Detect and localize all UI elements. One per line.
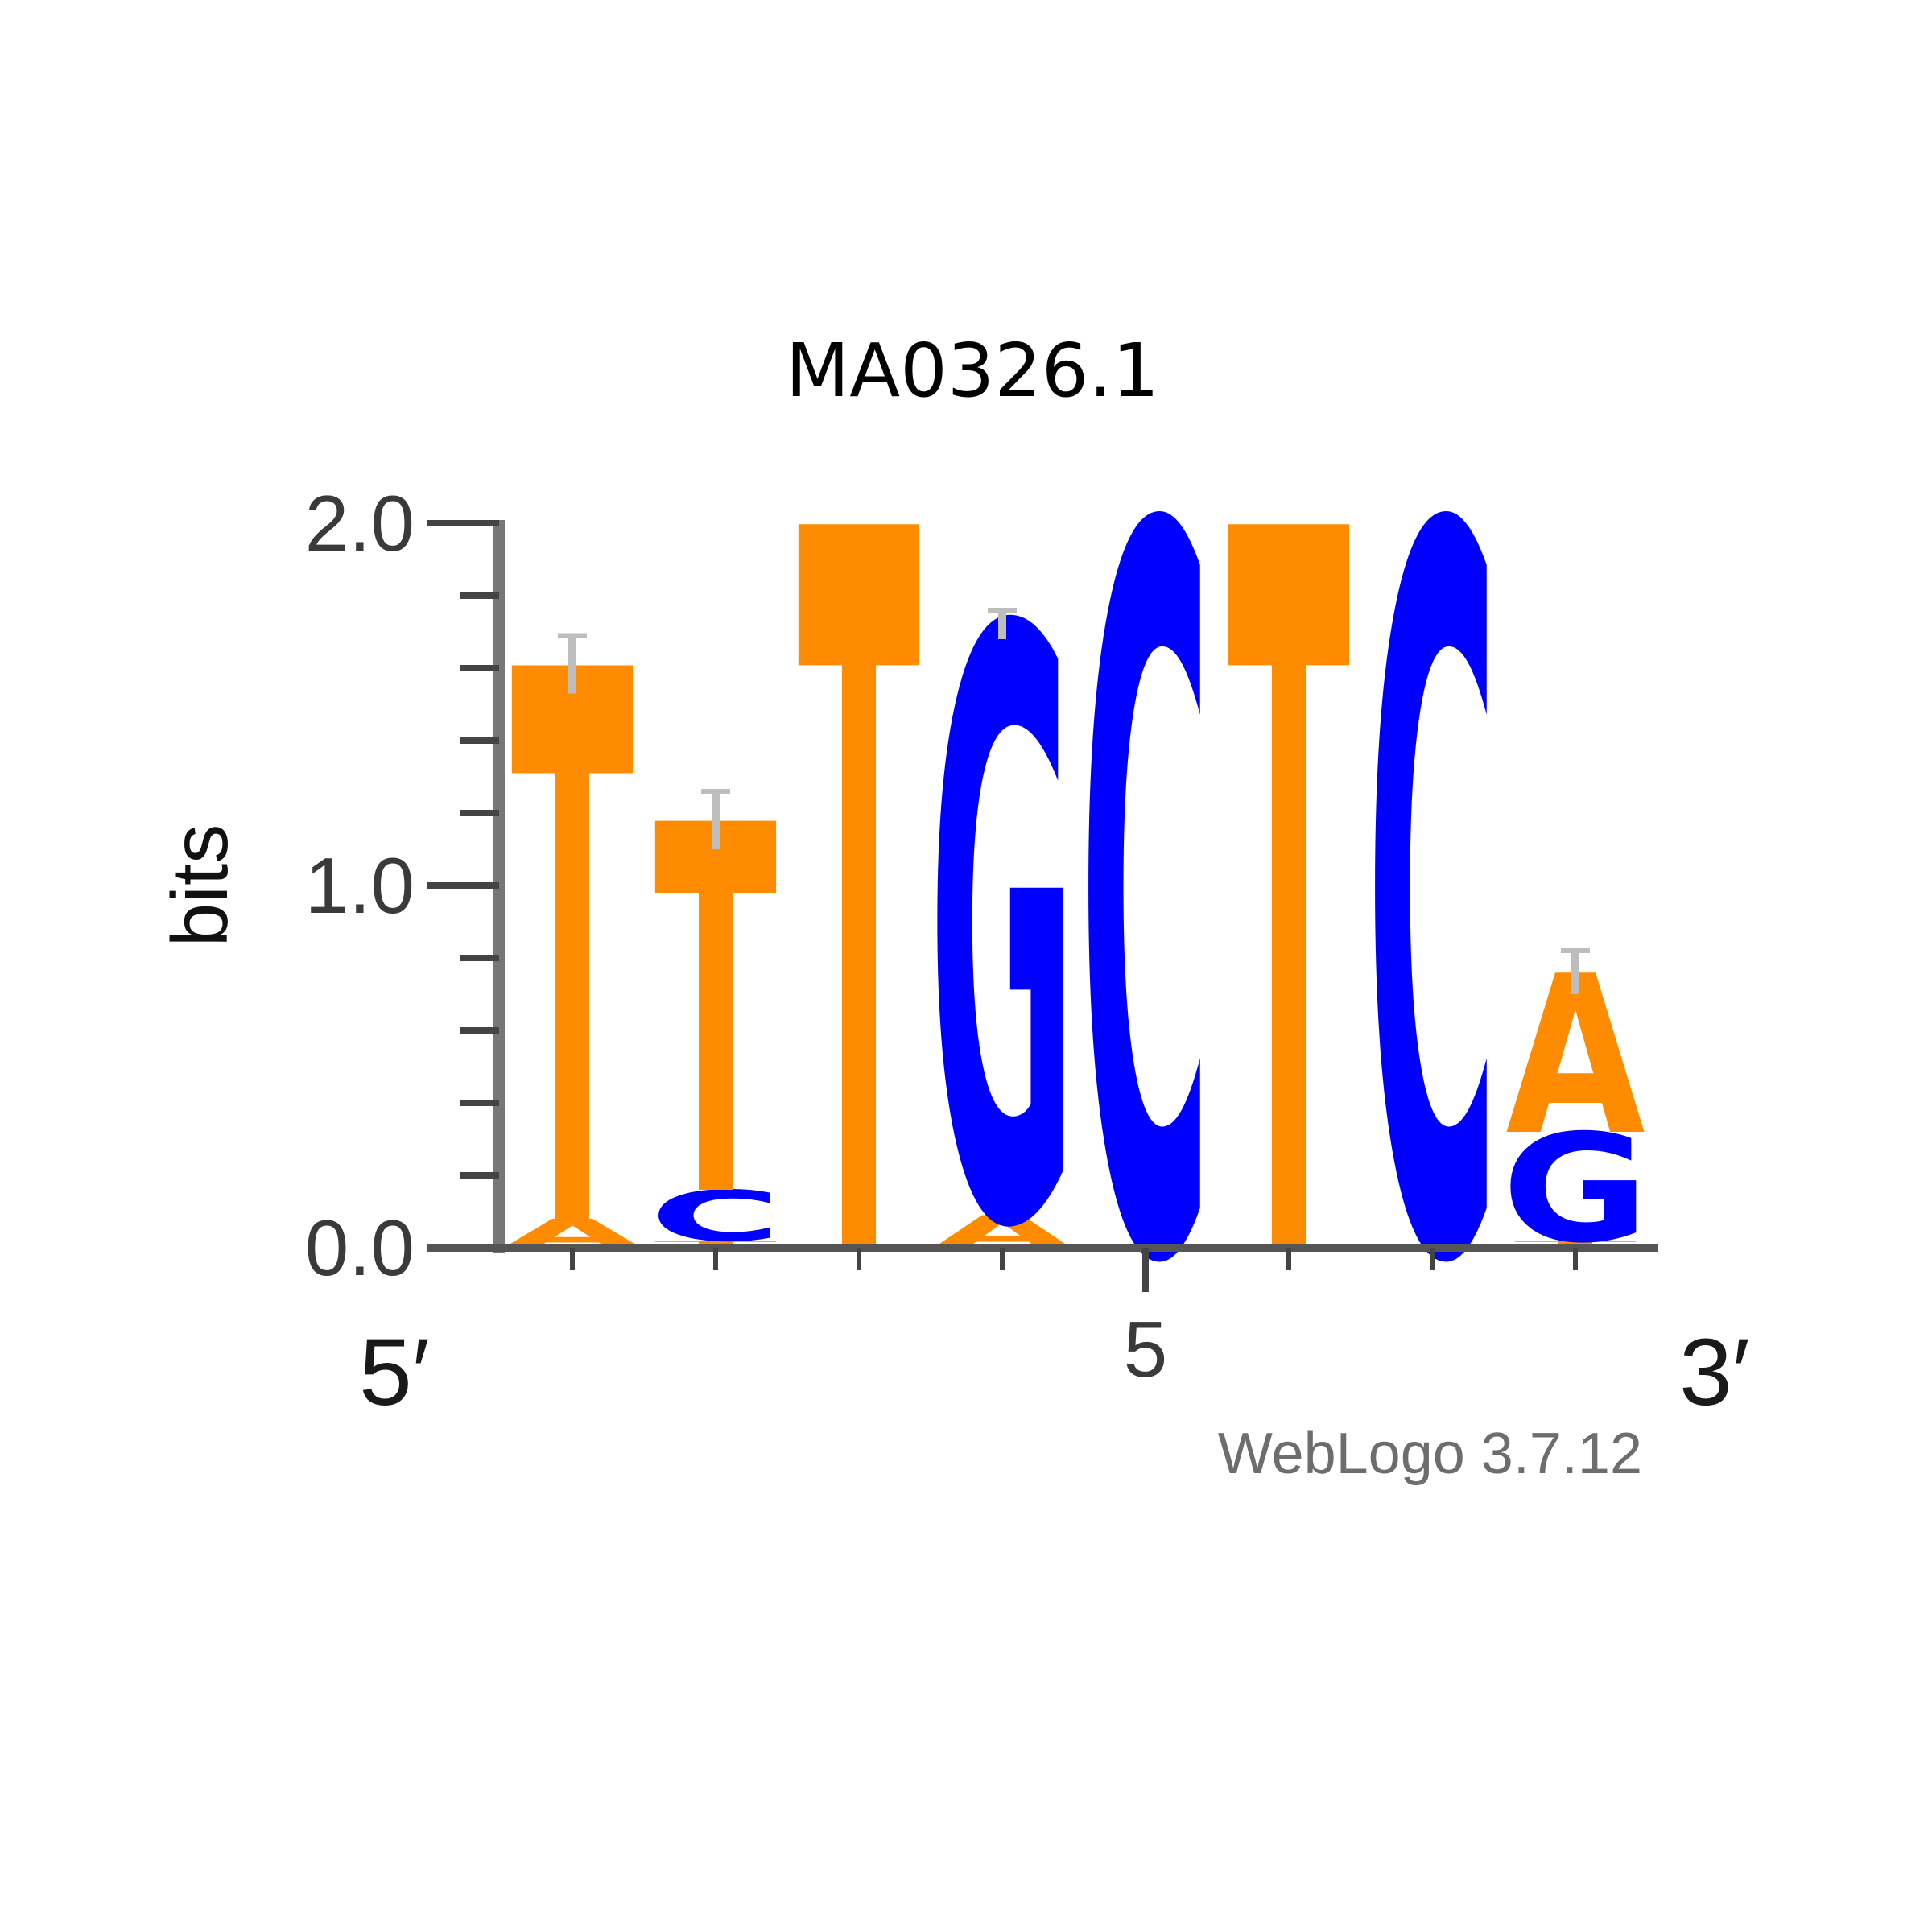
y-tick-label: 2.0 bbox=[305, 479, 415, 568]
weblogo-version-label: WebLogo 3.7.12 bbox=[1218, 1422, 1642, 1486]
letter-stacks: ATTCTTAGCTCTGA bbox=[502, 327, 1649, 1482]
error-bars bbox=[558, 608, 1590, 994]
three-prime-end-label: 3′ bbox=[1679, 1319, 1750, 1426]
logo-letter-T: T bbox=[798, 327, 922, 1482]
five-prime-end-label: 5′ bbox=[359, 1319, 430, 1426]
logo-letter-C: C bbox=[1366, 327, 1498, 1482]
x-axis: 5 bbox=[427, 1244, 1658, 1393]
logo-letter-T: T bbox=[1228, 327, 1352, 1482]
y-tick-label: 1.0 bbox=[305, 841, 415, 930]
y-tick-label: 0.0 bbox=[305, 1203, 415, 1292]
y-axis-label: bits bbox=[155, 824, 244, 947]
chart-title: MA0326.1 bbox=[786, 328, 1159, 414]
y-axis: 0.0 1.0 2.0 bbox=[305, 479, 505, 1292]
logo-letter-C: C bbox=[650, 1176, 782, 1257]
x-tick-label: 5 bbox=[1124, 1305, 1168, 1393]
